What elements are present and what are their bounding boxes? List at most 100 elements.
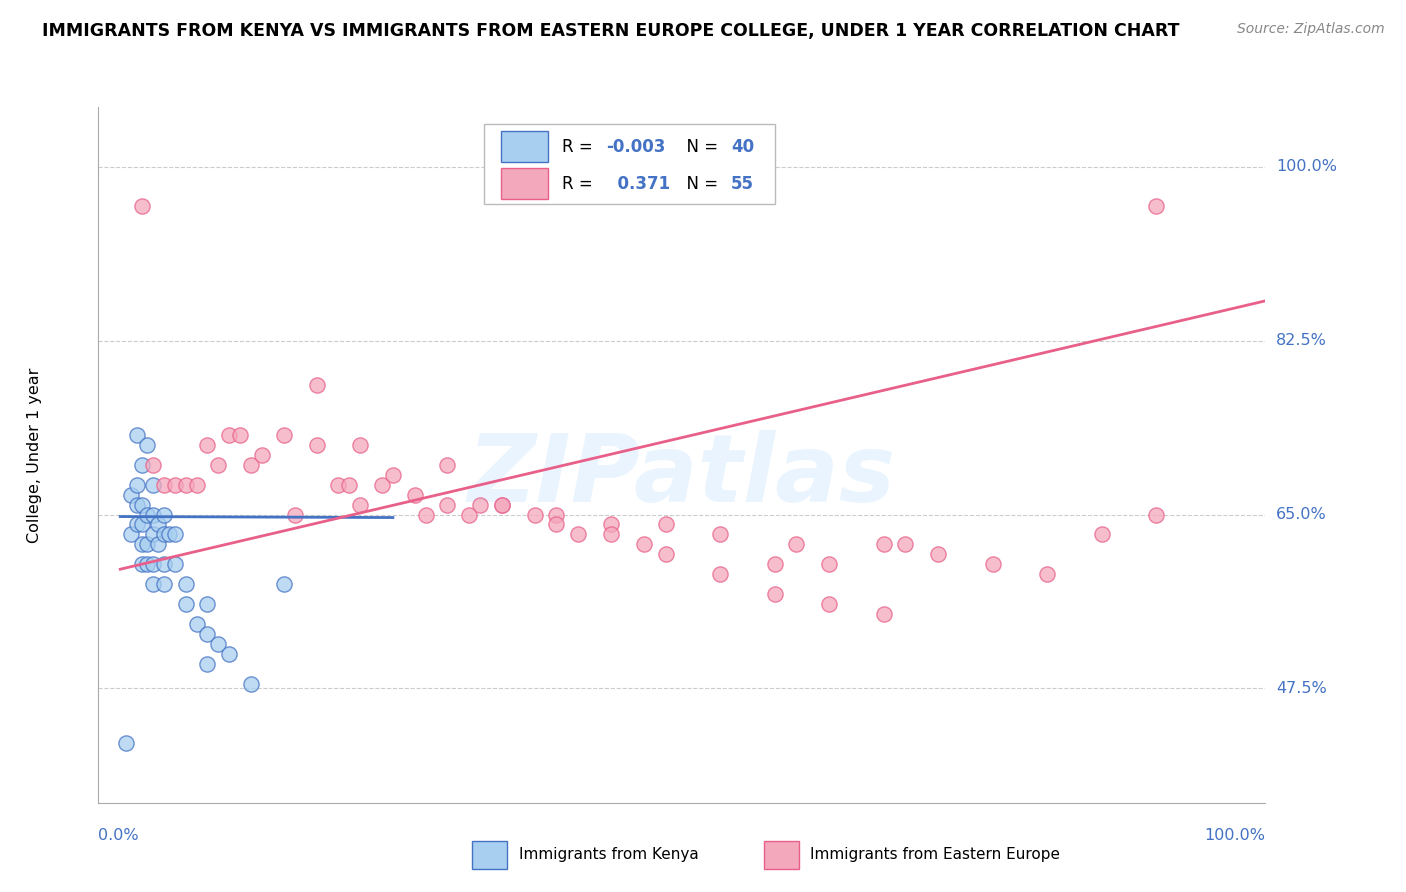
- Point: [142, 508, 165, 522]
- Point: [381, 467, 404, 482]
- Point: [142, 477, 165, 491]
- Point: [218, 647, 240, 661]
- Point: [142, 458, 165, 472]
- Point: [763, 558, 786, 572]
- Point: [491, 498, 513, 512]
- Point: [153, 577, 176, 591]
- Point: [131, 199, 153, 213]
- Point: [927, 547, 949, 561]
- Point: [273, 577, 295, 591]
- Point: [153, 558, 176, 572]
- Point: [153, 477, 176, 491]
- Point: [174, 577, 197, 591]
- Text: N =: N =: [676, 137, 724, 156]
- Point: [136, 558, 159, 572]
- Point: [305, 378, 328, 392]
- Text: N =: N =: [676, 175, 724, 193]
- Point: [371, 477, 394, 491]
- Point: [142, 558, 165, 572]
- Point: [197, 657, 219, 671]
- Point: [153, 527, 176, 541]
- Point: [349, 498, 371, 512]
- Point: [328, 477, 350, 491]
- Point: [148, 537, 170, 551]
- Point: [142, 577, 165, 591]
- Bar: [501, 131, 548, 162]
- Text: 100.0%: 100.0%: [1205, 828, 1265, 843]
- Point: [136, 508, 159, 522]
- Point: [136, 438, 159, 452]
- Point: [125, 517, 148, 532]
- Text: 65.0%: 65.0%: [1277, 507, 1327, 522]
- Point: [404, 488, 426, 502]
- Point: [567, 527, 589, 541]
- Point: [284, 508, 307, 522]
- Point: [600, 527, 623, 541]
- Point: [131, 498, 153, 512]
- Point: [763, 587, 786, 601]
- Point: [240, 458, 263, 472]
- Point: [136, 537, 159, 551]
- Point: [709, 527, 731, 541]
- Text: IMMIGRANTS FROM KENYA VS IMMIGRANTS FROM EASTERN EUROPE COLLEGE, UNDER 1 YEAR CO: IMMIGRANTS FROM KENYA VS IMMIGRANTS FROM…: [42, 22, 1180, 40]
- Point: [153, 508, 176, 522]
- Text: 40: 40: [731, 137, 754, 156]
- Point: [1036, 567, 1059, 582]
- Text: ZIPatlas: ZIPatlas: [468, 430, 896, 522]
- Bar: [501, 168, 548, 199]
- Point: [818, 597, 841, 611]
- Point: [337, 477, 360, 491]
- Point: [163, 527, 186, 541]
- Point: [131, 458, 153, 472]
- Text: 0.371: 0.371: [606, 175, 671, 193]
- Point: [818, 558, 841, 572]
- Point: [1144, 199, 1167, 213]
- Point: [197, 627, 219, 641]
- Text: 55: 55: [731, 175, 754, 193]
- Point: [873, 537, 896, 551]
- Point: [436, 458, 458, 472]
- Point: [125, 477, 148, 491]
- Point: [125, 428, 148, 442]
- Point: [186, 477, 208, 491]
- Bar: [763, 841, 799, 869]
- Text: Source: ZipAtlas.com: Source: ZipAtlas.com: [1237, 22, 1385, 37]
- Point: [131, 517, 153, 532]
- Point: [981, 558, 1004, 572]
- FancyBboxPatch shape: [484, 124, 775, 204]
- Text: R =: R =: [562, 175, 598, 193]
- Point: [1091, 527, 1114, 541]
- Point: [1144, 508, 1167, 522]
- Point: [163, 477, 186, 491]
- Point: [174, 597, 197, 611]
- Bar: [472, 841, 506, 869]
- Point: [458, 508, 481, 522]
- Point: [207, 458, 229, 472]
- Point: [131, 537, 153, 551]
- Text: College, Under 1 year: College, Under 1 year: [27, 368, 42, 542]
- Text: 47.5%: 47.5%: [1277, 681, 1327, 696]
- Point: [305, 438, 328, 452]
- Point: [273, 428, 295, 442]
- Point: [785, 537, 807, 551]
- Point: [197, 438, 219, 452]
- Point: [218, 428, 240, 442]
- Point: [142, 527, 165, 541]
- Point: [148, 517, 170, 532]
- Point: [207, 637, 229, 651]
- Point: [125, 498, 148, 512]
- Point: [873, 607, 896, 621]
- Point: [894, 537, 917, 551]
- Point: [546, 517, 568, 532]
- Point: [654, 547, 676, 561]
- Point: [654, 517, 676, 532]
- Point: [349, 438, 371, 452]
- Point: [250, 448, 273, 462]
- Point: [491, 498, 513, 512]
- Point: [523, 508, 546, 522]
- Text: 82.5%: 82.5%: [1277, 333, 1327, 348]
- Point: [240, 676, 263, 690]
- Text: R =: R =: [562, 137, 598, 156]
- Point: [163, 558, 186, 572]
- Point: [709, 567, 731, 582]
